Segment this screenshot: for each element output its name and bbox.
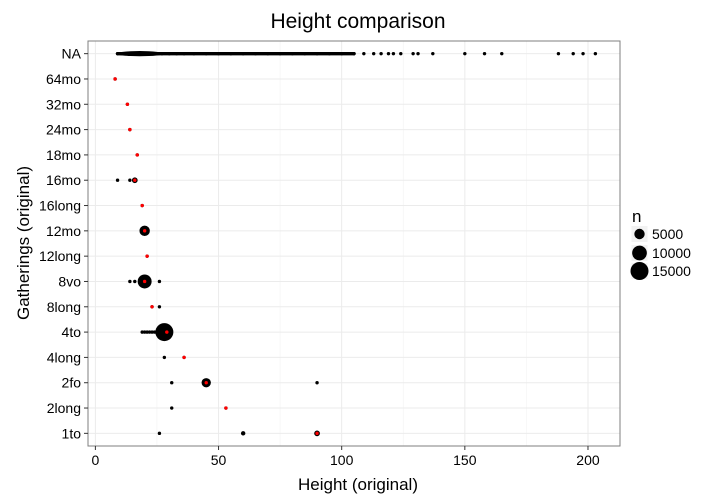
x-tick-label: 200 (576, 452, 600, 468)
data-point-observed (157, 305, 162, 309)
data-point-observed (463, 51, 467, 56)
na-dense-cluster (115, 51, 164, 57)
data-point-observed (170, 406, 174, 410)
data-point-highlight (224, 406, 228, 410)
y-tick-label: 24mo (46, 122, 81, 138)
data-point-observed (152, 330, 157, 334)
data-point-observed (128, 178, 132, 182)
data-point-highlight (125, 102, 130, 106)
data-point-observed (581, 51, 585, 56)
data-point-observed (162, 355, 167, 360)
chart-title: Height comparison (270, 10, 445, 33)
legend-key-symbol (632, 245, 647, 261)
data-point-observed (115, 178, 120, 182)
x-tick-label: 100 (330, 452, 354, 468)
data-point-highlight (182, 355, 186, 360)
legend-label: 15000 (652, 263, 691, 279)
y-tick-label: 64mo (46, 71, 81, 87)
data-point-observed (150, 330, 154, 334)
data-points (113, 51, 598, 437)
y-tick-label: 2long (47, 400, 81, 416)
legend: n 5000 10000 15000 (630, 207, 691, 280)
data-point-observed (157, 279, 162, 284)
data-point-observed (240, 431, 246, 436)
data-point-observed (379, 51, 383, 56)
panel-background (88, 41, 620, 446)
y-tick-label: 2fo (62, 375, 82, 391)
y-tick-label: 8long (47, 299, 81, 315)
data-point-observed (372, 51, 376, 56)
data-point-observed (386, 51, 391, 56)
y-tick-label: 12mo (46, 223, 81, 239)
legend-title: n (632, 207, 641, 226)
data-point-observed (431, 51, 435, 56)
data-point-highlight (142, 229, 147, 233)
y-axis-title: Gatherings (original) (14, 166, 33, 320)
data-point-observed (482, 51, 487, 56)
data-point-highlight (128, 127, 132, 132)
x-tick-label: 0 (91, 452, 99, 468)
data-point-observed (128, 279, 132, 284)
data-point-highlight (165, 330, 169, 334)
data-point-observed (155, 323, 174, 342)
legend-key-symbol (630, 262, 649, 280)
y-tick-label: 12long (39, 248, 81, 264)
x-axis-title: Height (original) (298, 475, 418, 494)
data-point-observed (556, 51, 561, 56)
data-point-observed (140, 330, 144, 334)
data-point-observed (133, 279, 137, 284)
data-point-observed (399, 51, 403, 56)
y-axis: 1to 2long 2fo 4long 4to 8long 8vo 12long 12mo 16l… (39, 46, 88, 441)
y-tick-label: 16long (39, 198, 81, 214)
data-point-highlight (204, 381, 208, 385)
data-point-observed (416, 51, 420, 56)
data-point-highlight (142, 279, 147, 284)
data-point-highlight (135, 153, 139, 157)
data-point-highlight (150, 305, 154, 309)
legend-label: 10000 (652, 245, 691, 261)
x-tick-label: 50 (211, 452, 227, 468)
panel-border (87, 40, 621, 447)
data-point-observed (362, 51, 366, 56)
y-tick-label: 32mo (46, 96, 81, 112)
data-point-observed (500, 51, 504, 56)
y-tick-label: 18mo (46, 147, 81, 163)
data-point-observed (315, 381, 319, 385)
data-point-observed (170, 381, 174, 385)
data-point-observed (145, 330, 149, 334)
x-tick-label: 150 (453, 452, 477, 468)
data-point-observed (142, 330, 147, 334)
data-point-highlight (113, 77, 117, 81)
data-point-observed (157, 431, 162, 436)
data-point-highlight (140, 203, 144, 208)
data-point-highlight (315, 431, 319, 436)
data-point-observed (593, 51, 598, 56)
y-tick-label: 8vo (58, 273, 81, 289)
data-point-highlight (133, 178, 137, 182)
plot-panel (87, 40, 621, 447)
data-point-observed (411, 51, 415, 56)
data-point-highlight (145, 254, 149, 258)
y-tick-label: NA (62, 46, 82, 62)
y-tick-label: 4long (47, 349, 81, 365)
y-tick-label: 1to (62, 425, 82, 441)
legend-key-symbol (634, 228, 645, 240)
y-tick-label: 4to (62, 324, 82, 340)
data-point-observed (571, 51, 575, 56)
legend-label: 5000 (652, 226, 683, 242)
y-tick-label: 16mo (46, 172, 81, 188)
data-point-observed (391, 51, 396, 56)
x-axis: 0 50 100 150 200 (91, 446, 600, 468)
data-point-observed (147, 330, 152, 334)
